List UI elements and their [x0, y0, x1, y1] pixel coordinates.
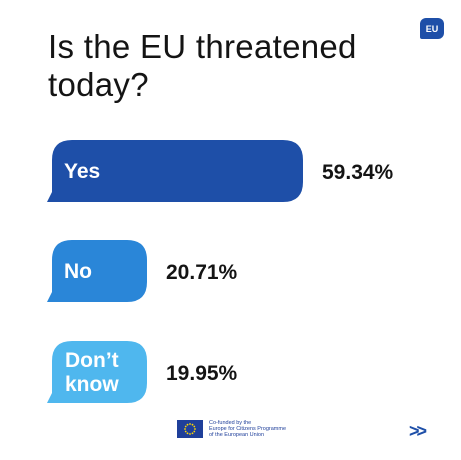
value-label-0: 59.34% [322, 161, 394, 184]
value-label-2: 19.95% [166, 362, 238, 385]
page-title: Is the EU threatened today? [48, 28, 357, 103]
funding-text: Co-funded by the Europe for Citizens Pro… [209, 420, 286, 439]
next-slide-button[interactable]: >> [409, 421, 427, 441]
value-label-1: 20.71% [166, 261, 238, 284]
bar-0 [47, 140, 303, 202]
category-label-0: Yes [64, 160, 100, 183]
category-label-2: Don’t know [65, 349, 119, 396]
funding-line-2: Europe for Citizens Programme [209, 426, 287, 433]
bar-1 [47, 240, 147, 302]
category-label-1: No [64, 260, 92, 283]
funding-line-1: Co-funded by the [209, 420, 252, 426]
poll-chart: Yes 59.34% No 20.71% Don’t know 19.95% [47, 140, 394, 403]
eu-flag-icon [177, 420, 203, 439]
eu-badge-icon: EU [420, 18, 444, 39]
funding-note: Co-funded by the Europe for Citizens Pro… [177, 420, 286, 439]
funding-line-3: of the European Union [209, 432, 265, 439]
bar-2 [47, 341, 147, 403]
